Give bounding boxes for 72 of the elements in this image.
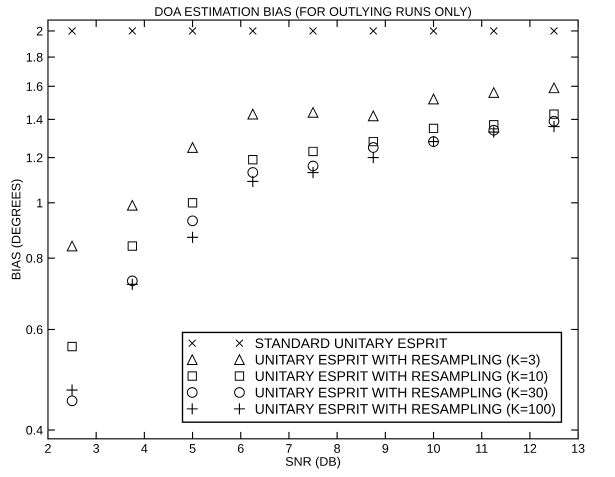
- point: [488, 87, 500, 98]
- point: [188, 198, 198, 208]
- y-tick-label: 2: [36, 26, 42, 36]
- x-tick-label: 12: [524, 444, 536, 453]
- point: [368, 136, 378, 146]
- x-tick-label: 10: [428, 444, 440, 453]
- point: [247, 167, 258, 178]
- point: [428, 124, 438, 134]
- point: [548, 82, 560, 94]
- point: [369, 26, 378, 35]
- point: [488, 124, 500, 136]
- point: [128, 241, 137, 251]
- point: [68, 26, 76, 35]
- legend-label: UNITARY ESPRIT WITH RESAMPLING (K=30): [256, 387, 548, 400]
- x-tick-label: 3: [93, 444, 100, 453]
- y-tick-label: 1: [37, 198, 42, 208]
- legend-label: UNITARY ESPRIT WITH RESAMPLING (K=10): [256, 370, 548, 384]
- x-tick-label: 9: [382, 444, 388, 453]
- point: [126, 200, 138, 211]
- point: [128, 26, 136, 35]
- point: [66, 384, 78, 396]
- legend-label: UNITARY ESPRIT WITH RESAMPLING (K=3): [256, 354, 540, 368]
- x-tick-label: 2: [45, 444, 51, 453]
- point: [309, 26, 317, 35]
- chart-title: DOA ESTIMATION BIAS (FOR OUTLYING RUNS ONLY): [155, 6, 471, 18]
- point: [248, 26, 257, 35]
- point: [186, 231, 199, 244]
- point: [490, 26, 498, 35]
- point: [308, 107, 318, 118]
- x-tick-label: 8: [334, 444, 340, 453]
- point: [548, 116, 560, 127]
- point: [368, 110, 379, 122]
- point: [430, 26, 438, 35]
- y-tick-label: 0.4: [26, 426, 43, 435]
- x-tick-label: 7: [286, 444, 292, 453]
- point: [66, 240, 78, 252]
- y-tick-label: 1.4: [26, 115, 43, 124]
- point: [548, 120, 560, 133]
- y-tick-label: 1.6: [26, 82, 43, 91]
- legend-label: STANDARD UNITARY ESPRIT: [255, 338, 448, 348]
- y-tick-label: 0.6: [26, 325, 43, 334]
- point: [308, 160, 318, 172]
- x-tick-label: 13: [572, 444, 585, 453]
- point: [368, 142, 379, 153]
- legend-label: UNITARY ESPRIT WITH RESAMPLING (K=100): [256, 404, 556, 417]
- x-tick-label: 5: [190, 444, 196, 453]
- x-tick-label: 11: [476, 444, 488, 453]
- point: [367, 151, 380, 164]
- y-tick-label: 1.2: [26, 153, 42, 162]
- point: [188, 26, 197, 35]
- point: [246, 175, 259, 188]
- point: [67, 342, 77, 352]
- point: [308, 146, 318, 156]
- y-axis-title: BIAS (DEGREES): [11, 180, 23, 280]
- point: [187, 215, 198, 226]
- point: [248, 155, 258, 164]
- y-tick-label: 1.8: [26, 52, 43, 62]
- point: [550, 26, 558, 35]
- point: [66, 395, 78, 406]
- point: [549, 109, 559, 119]
- point: [428, 94, 439, 104]
- point: [247, 108, 258, 120]
- point: [489, 120, 498, 130]
- point: [126, 276, 138, 286]
- point: [126, 278, 138, 290]
- y-tick-label: 0.8: [26, 254, 43, 263]
- point: [306, 166, 320, 179]
- point: [187, 142, 198, 153]
- x-axis-title: SNR (DB): [286, 456, 340, 468]
- point: [488, 126, 500, 138]
- x-tick-label: 4: [141, 444, 148, 453]
- x-tick-label: 6: [238, 444, 244, 453]
